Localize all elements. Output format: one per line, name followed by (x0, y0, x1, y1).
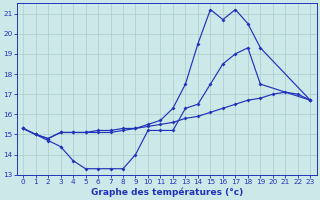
X-axis label: Graphe des températures (°c): Graphe des températures (°c) (91, 187, 243, 197)
